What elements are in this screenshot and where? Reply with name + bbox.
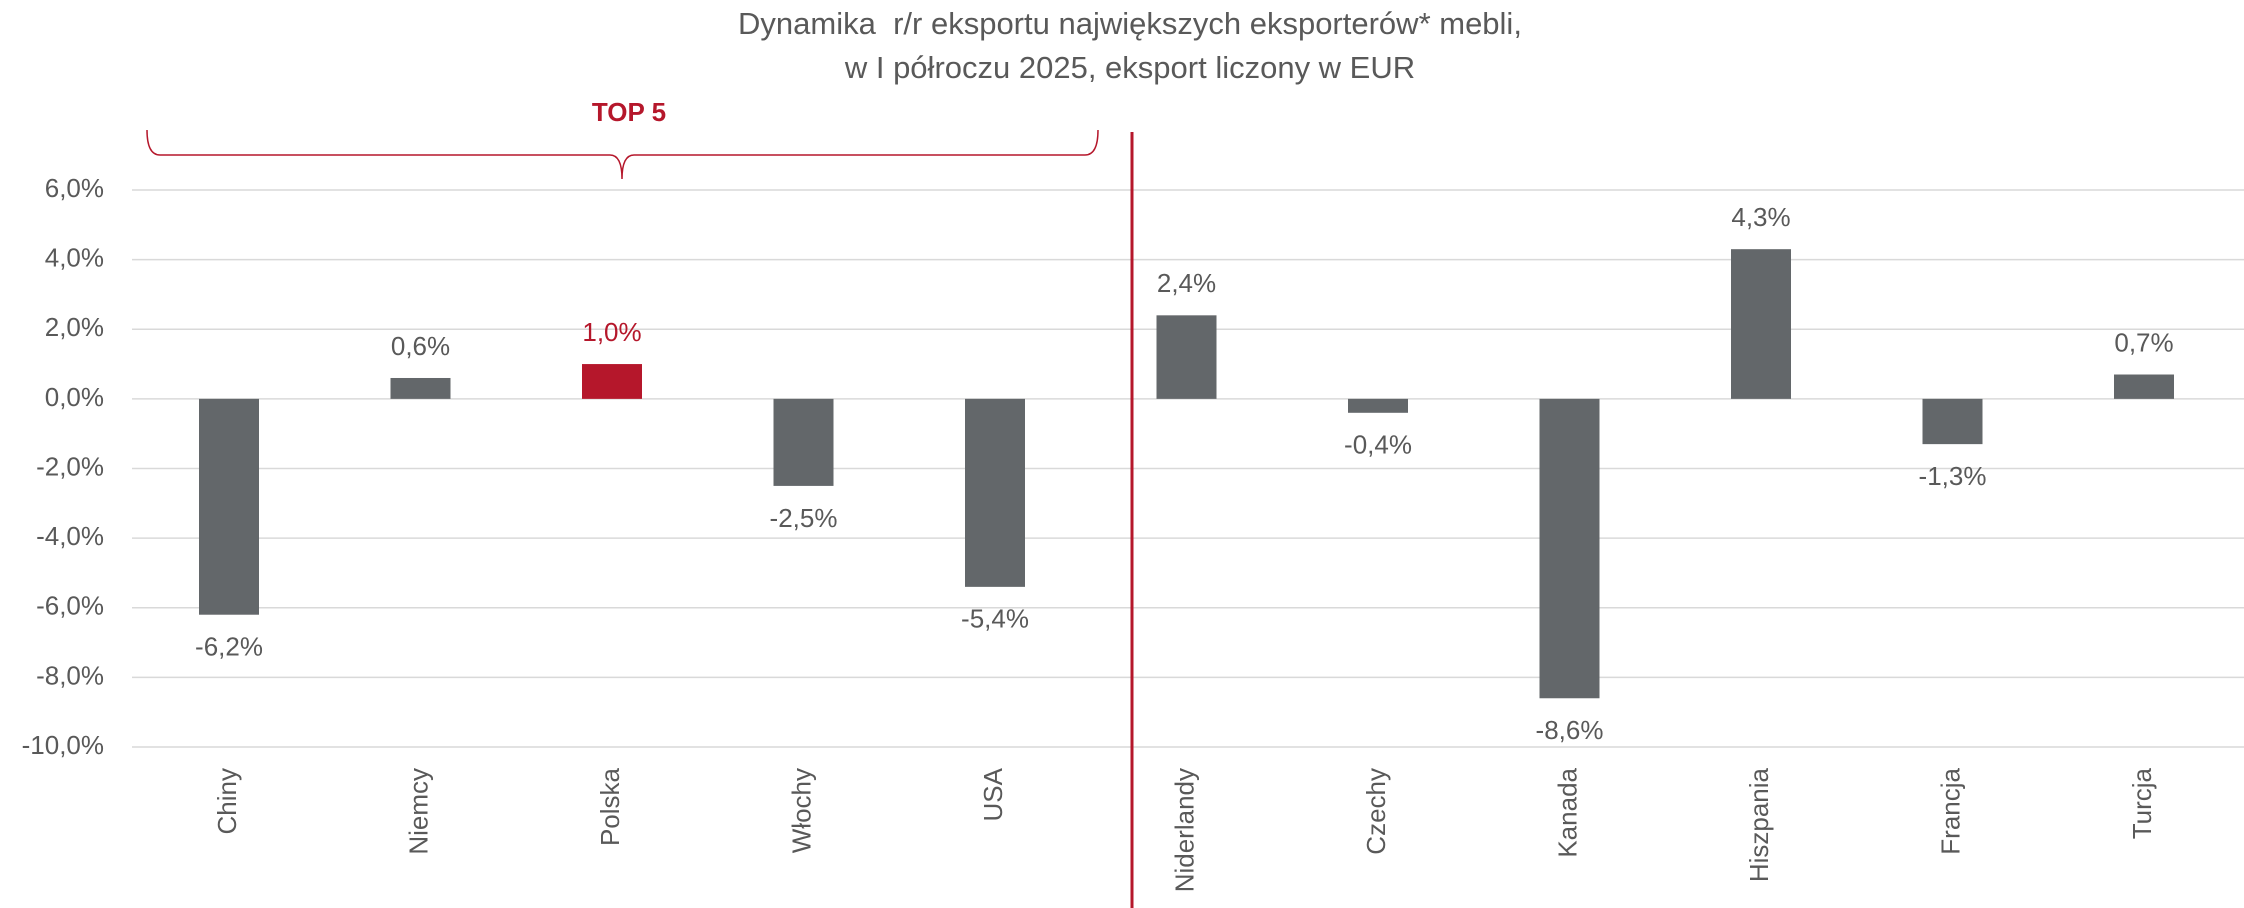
bar: [390, 377, 451, 399]
annotation: TOP 5: [592, 97, 666, 127]
value-label: -1,3%: [1919, 461, 1987, 491]
value-label: -2,5%: [770, 503, 838, 533]
y-tick-label: -8,0%: [36, 660, 104, 690]
y-tick-label: -2,0%: [36, 451, 104, 481]
value-label: 0,6%: [391, 331, 450, 361]
x-tick-label: Hiszpania: [1744, 767, 1774, 882]
y-tick-label: -10,0%: [22, 730, 104, 760]
bar: [582, 364, 642, 399]
x-tick-label: Francja: [1935, 767, 1965, 854]
chart-title: w I półroczu 2025, eksport liczony w EUR: [844, 50, 1415, 85]
value-label: 0,7%: [2114, 327, 2173, 357]
bar: [1156, 315, 1217, 399]
value-label: 4,3%: [1731, 202, 1790, 232]
value-label: -6,2%: [195, 632, 263, 662]
grid: [132, 189, 2244, 748]
x-tick-label: Kanada: [1552, 767, 1582, 857]
value-label: 2,4%: [1157, 268, 1216, 298]
bar: [199, 398, 259, 615]
y-tick-label: 2,0%: [45, 312, 104, 342]
x-tick-label: Turcja: [2127, 767, 2157, 839]
x-tick-label: Czechy: [1361, 768, 1391, 855]
y-tick-label: 4,0%: [45, 243, 104, 273]
x-tick-label: Chiny: [212, 768, 242, 834]
bar: [1348, 398, 1408, 413]
y-tick-label: 0,0%: [45, 382, 104, 412]
chart-title: Dynamika r/r eksportu największych ekspo…: [738, 6, 1522, 41]
x-tick-label: Polska: [595, 767, 625, 846]
bracket: [146, 129, 1099, 180]
y-tick-label: -4,0%: [36, 521, 104, 551]
value-label: 1,0%: [582, 317, 641, 347]
value-label: -5,4%: [961, 604, 1029, 634]
bar: [965, 398, 1025, 587]
value-label: -0,4%: [1344, 430, 1412, 460]
y-tick-label: 6,0%: [45, 173, 104, 203]
bar: [2114, 374, 2174, 399]
bar: [1539, 398, 1600, 699]
bar: [1922, 398, 1983, 445]
x-tick-label: USA: [978, 767, 1008, 821]
bar: [1731, 249, 1791, 399]
x-tick-label: Niderlandy: [1169, 768, 1199, 892]
x-tick-label: Niemcy: [403, 768, 433, 855]
value-label: -8,6%: [1536, 715, 1604, 745]
x-tick-label: Włochy: [786, 768, 816, 853]
bar: [773, 398, 834, 486]
y-tick-label: -6,0%: [36, 591, 104, 621]
